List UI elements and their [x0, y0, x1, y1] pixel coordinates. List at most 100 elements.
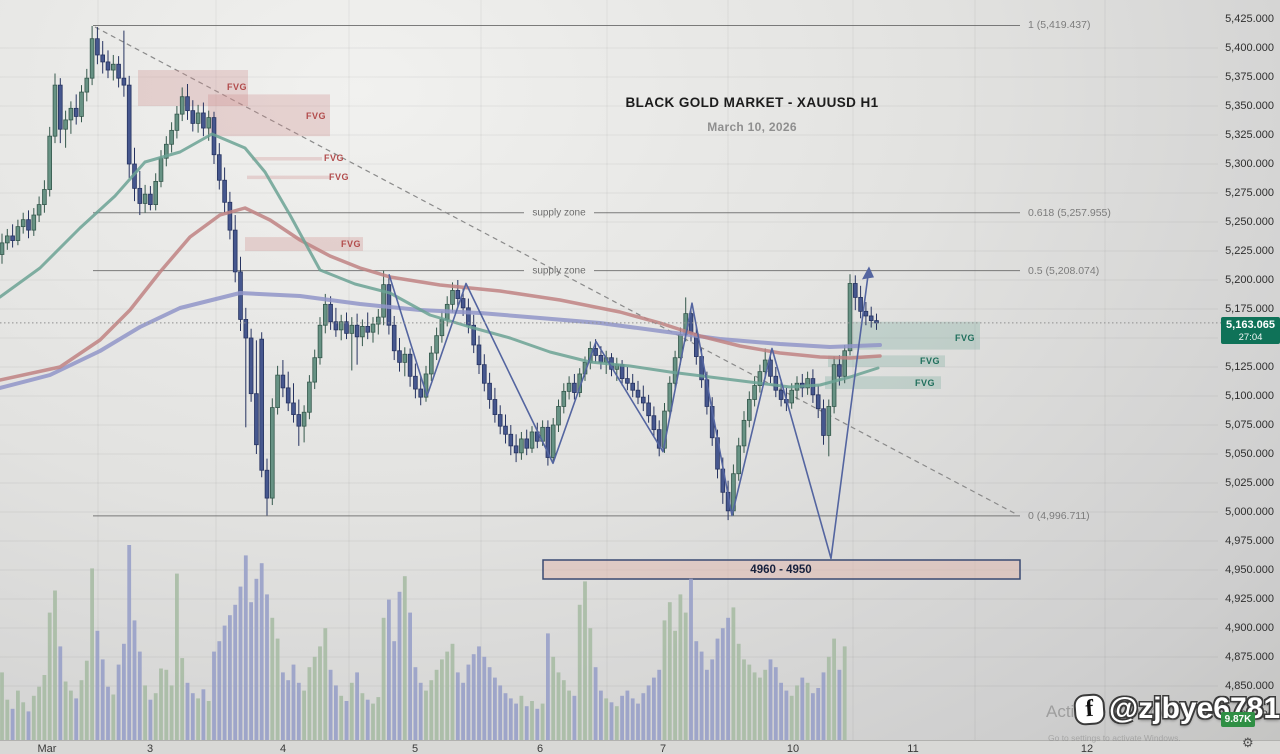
candle-body [778, 389, 784, 400]
price-axis-tick[interactable]: 5,375.000 [1225, 71, 1274, 83]
candle-body [63, 119, 68, 130]
volume-bar [599, 690, 603, 740]
price-axis-tick[interactable]: 5,425.000 [1225, 13, 1274, 25]
candle-body [216, 154, 222, 181]
demand-box-label: 4960 - 4950 [750, 563, 812, 576]
volume-bar [556, 672, 561, 740]
candle-body [524, 438, 529, 449]
volume-bar [821, 672, 826, 740]
candle-body [148, 193, 153, 206]
price-axis-tick[interactable]: 4,950.000 [1225, 564, 1274, 576]
volume-bar [259, 563, 264, 740]
volume-bar [498, 685, 503, 740]
price-axis-tick[interactable]: 5,125.000 [1225, 361, 1274, 373]
volume-bar [779, 682, 783, 740]
volume-bar [74, 698, 79, 740]
volume-bar [286, 680, 291, 740]
volume-bar [397, 591, 402, 740]
candle-body [296, 414, 302, 427]
price-axis-tick[interactable]: 5,000.000 [1225, 506, 1274, 518]
candle-body [354, 324, 360, 338]
price-axis-tick[interactable]: 5,050.000 [1225, 448, 1274, 460]
candle-body [630, 382, 635, 391]
bar-countdown: 27:04 [1238, 332, 1263, 343]
candle-body [95, 38, 100, 56]
price-axis-tick[interactable]: 4,850.000 [1225, 680, 1274, 692]
gear-icon[interactable]: ⚙ [1242, 735, 1254, 750]
price-axis-tick[interactable]: 5,350.000 [1225, 100, 1274, 112]
price-axis-tick[interactable]: 5,075.000 [1225, 419, 1274, 431]
volume-bar [646, 685, 651, 740]
volume-bar [546, 633, 550, 740]
candle-body [328, 303, 333, 323]
volume-bar [222, 625, 227, 740]
volume-bar [710, 659, 715, 740]
price-axis-tick[interactable]: 4,975.000 [1225, 535, 1274, 547]
candle-body [428, 352, 434, 375]
volume-bar [302, 690, 306, 740]
volume-bar [275, 638, 280, 740]
candle-body [863, 310, 869, 317]
candle-body [741, 419, 747, 447]
candle-body [195, 112, 201, 124]
candle-body [89, 38, 95, 79]
price-axis-tick[interactable]: 4,925.000 [1225, 593, 1274, 605]
zigzag-projection [388, 273, 869, 560]
volume-bar [148, 699, 153, 740]
candle-body [407, 353, 413, 377]
volume-bar [593, 667, 598, 740]
volume-bar [365, 699, 370, 740]
volume-bar [588, 628, 593, 740]
volume-bar [53, 590, 57, 740]
volume-bar [572, 695, 577, 740]
price-axis-tick[interactable]: 5,200.000 [1225, 274, 1274, 286]
volume-bar [620, 695, 624, 740]
price-axis-tick[interactable]: 5,400.000 [1225, 42, 1274, 54]
time-axis-tick: 5 [411, 743, 419, 754]
volume-bar [206, 701, 211, 740]
candle-body [116, 63, 121, 79]
volume-bar [842, 646, 847, 740]
price-axis-tick[interactable]: 5,025.000 [1225, 477, 1274, 489]
volume-bar [212, 651, 216, 740]
volume-bar [180, 658, 185, 740]
candle-body [641, 396, 646, 404]
candle-body [815, 394, 821, 410]
candle-body [285, 387, 291, 404]
candle-body [672, 357, 678, 384]
volume-bar [233, 604, 238, 740]
time-axis-tick: 12 [1080, 743, 1094, 754]
volume-bar [355, 672, 359, 740]
volume-bar [445, 651, 450, 740]
price-axis-tick[interactable]: 5,175.000 [1225, 303, 1274, 315]
volume-bar [482, 656, 487, 740]
candle-body [572, 382, 577, 393]
price-axis-tick[interactable]: 5,100.000 [1225, 390, 1274, 402]
price-axis-tick[interactable]: 5,225.000 [1225, 245, 1274, 257]
time-axis[interactable]: Mar 3 4 5 6 7 10 11 12 [0, 740, 1280, 754]
supply-zone-label: supply zone [532, 207, 586, 219]
price-axis-tick[interactable]: 5,250.000 [1225, 216, 1274, 228]
volume-bar [408, 612, 412, 740]
fvg-bearish [208, 94, 330, 137]
candle-body [397, 350, 402, 363]
volume-bar [344, 701, 349, 740]
volume-bar [116, 664, 121, 740]
volume-bar [577, 604, 582, 740]
price-axis-tick[interactable]: 4,900.000 [1225, 622, 1274, 634]
volume-bar [434, 669, 439, 740]
price-axis-tick[interactable]: 5,300.000 [1225, 158, 1274, 170]
candle-body [163, 143, 169, 159]
volume-bar [784, 690, 789, 740]
volume-bar [699, 651, 704, 740]
volume-bar [254, 578, 259, 740]
candle-body [842, 350, 847, 377]
volume-bar [418, 682, 423, 740]
volume-bar [143, 685, 147, 740]
price-axis-tick[interactable]: 4,875.000 [1225, 651, 1274, 663]
price-axis-tick[interactable]: 5,275.000 [1225, 187, 1274, 199]
price-axis-tick[interactable]: 5,325.000 [1225, 129, 1274, 141]
candle-body [757, 371, 763, 386]
volume-bar [752, 672, 757, 740]
